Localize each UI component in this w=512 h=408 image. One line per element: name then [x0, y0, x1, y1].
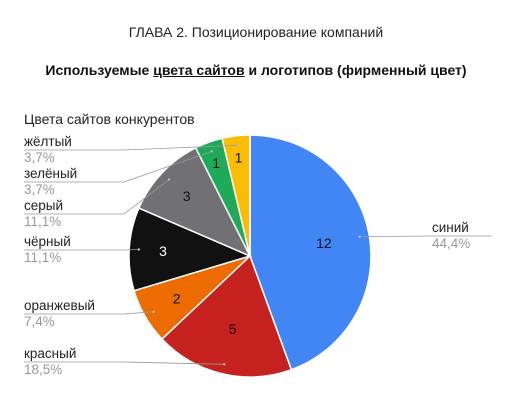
leader-line-2 [24, 311, 154, 315]
slice-percent-4: 11,1% [24, 214, 61, 229]
slice-label-4: серый [24, 198, 63, 213]
slice-label-6: жёлтый [24, 134, 72, 149]
leader-line-1 [24, 361, 225, 365]
leader-lines [24, 144, 492, 366]
leader-line-3 [24, 249, 139, 251]
leader-line-5 [24, 151, 213, 183]
leader-dot-0 [358, 235, 361, 238]
slice-value-label-6: 1 [235, 150, 243, 166]
slice-value-label-2: 2 [173, 290, 181, 306]
slice-value-label-5: 1 [212, 155, 220, 171]
slice-label-3: чёрный [24, 234, 71, 249]
section-heading-prefix: Используемые [45, 62, 154, 78]
slice-percent-0: 44,4% [432, 236, 470, 251]
leader-line-0 [359, 235, 492, 238]
slice-value-label-0: 12 [316, 235, 332, 251]
leader-line-6 [24, 145, 238, 151]
leader-line-4 [24, 179, 170, 215]
slice-percent-3: 11,1% [24, 250, 61, 265]
slice-percent-1: 18,5% [24, 362, 62, 377]
leader-dot-3 [137, 248, 141, 251]
leader-dot-5 [210, 150, 214, 153]
pie-slice-6 [221, 134, 251, 257]
slice-value-label-3: 3 [159, 243, 167, 259]
slice-value-label-1: 5 [229, 321, 237, 337]
leader-dot-1 [223, 363, 226, 366]
slice-label-1: красный [24, 346, 76, 361]
chart-title: Цвета сайтов конкурентов [24, 111, 195, 127]
pie-slice-0 [249, 134, 372, 371]
pie-slice-3 [128, 207, 253, 292]
pie-slice-4 [137, 146, 252, 258]
pie-slice-1 [160, 254, 293, 378]
slice-value-label-4: 3 [183, 188, 191, 204]
slice-percent-6: 3,7% [24, 150, 55, 165]
section-heading: Используемые цвета сайтов и логотипов (ф… [0, 62, 512, 78]
leader-dot-2 [152, 310, 155, 313]
slice-label-0: синий [432, 220, 469, 235]
slice-label-2: оранжевый [24, 298, 95, 313]
chapter-title: ГЛАВА 2. Позиционирование компаний [128, 24, 384, 40]
slice-label-5: зелёный [24, 166, 77, 181]
slice-percent-2: 7,4% [24, 314, 55, 329]
leader-dot-6 [235, 144, 239, 147]
leader-dot-4 [167, 178, 171, 181]
slice-value-labels: 12 5 2 3 3 1 1 [159, 150, 332, 338]
section-heading-suffix: и логотипов (фирменный цвет) [244, 62, 467, 78]
section-heading-underlined: цвета сайтов [153, 62, 245, 78]
pie-slices [128, 134, 372, 378]
slice-percent-5: 3,7% [24, 182, 55, 197]
